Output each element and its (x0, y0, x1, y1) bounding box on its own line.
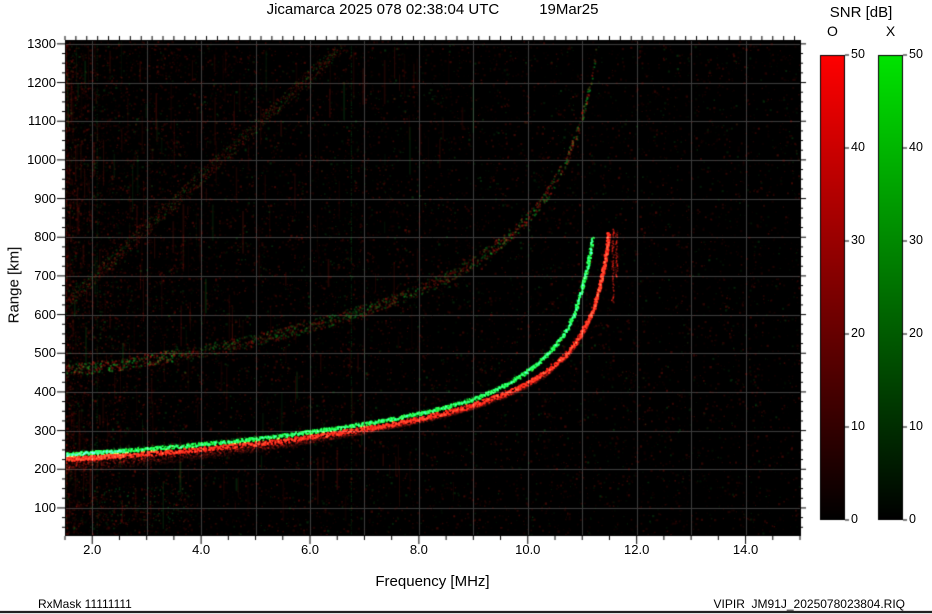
colorbar-tick-label: 10 (909, 419, 923, 433)
plot-title-row: Jicamarca 2025 078 02:38:04 UTC 19Mar25 (65, 1, 800, 18)
x-tick-label: 2.0 (83, 542, 102, 557)
colorbar-tick-label: 10 (851, 419, 865, 433)
x-tick-label: 6.0 (300, 542, 320, 557)
x-tick-label: 12.0 (624, 542, 650, 557)
colorbar-tick-label: 30 (909, 233, 923, 247)
y-tick-label: 700 (34, 267, 56, 283)
colorbar-tick-label: 20 (851, 326, 865, 340)
x-tick-label: 14.0 (732, 542, 759, 557)
colorbar-tick-label: 0 (851, 512, 858, 526)
colorbar-title: SNR [dB] (829, 4, 893, 21)
y-tick-label: 300 (34, 422, 56, 438)
x-axis-label: Frequency [MHz] (375, 573, 490, 590)
colorbar-tick-label: 50 (851, 47, 865, 61)
colorbar-tick-label: 50 (909, 47, 923, 61)
y-tick-label: 1200 (27, 74, 56, 90)
colorbar-o-label: O (827, 23, 838, 39)
y-tick-label: 800 (34, 229, 56, 245)
colorbar-tick-label: 40 (909, 140, 923, 154)
data-file-label: VIPIR JM91J_2025078023804.RIQ (713, 597, 905, 611)
rxmask-label: RxMask 11111111 (38, 597, 132, 611)
y-tick-label: 1300 (27, 35, 56, 51)
colorbar-tick-label: 0 (909, 512, 916, 526)
y-tick-label: 600 (34, 306, 56, 322)
plot-date: 19Mar25 (539, 1, 599, 18)
y-tick-label: 1000 (27, 151, 56, 167)
x-tick-label: 8.0 (409, 542, 428, 557)
y-tick-label: 500 (34, 345, 56, 361)
y-tick-label: 400 (34, 383, 56, 399)
colorbar-x-label: X (885, 23, 896, 39)
colorbar-tick-label: 20 (909, 326, 923, 340)
x-tick-label: 4.0 (192, 542, 211, 557)
y-tick-label: 200 (34, 461, 56, 477)
colorbar-tick-label: 30 (851, 233, 865, 247)
y-tick-label: 100 (34, 499, 56, 515)
plot-title: Jicamarca 2025 078 02:38:04 UTC (266, 1, 500, 18)
x-tick-label: 10.0 (515, 542, 541, 557)
y-tick-label: 900 (34, 190, 56, 206)
colorbar-tick-label: 40 (851, 140, 865, 154)
y-tick-label: 1100 (28, 113, 56, 129)
